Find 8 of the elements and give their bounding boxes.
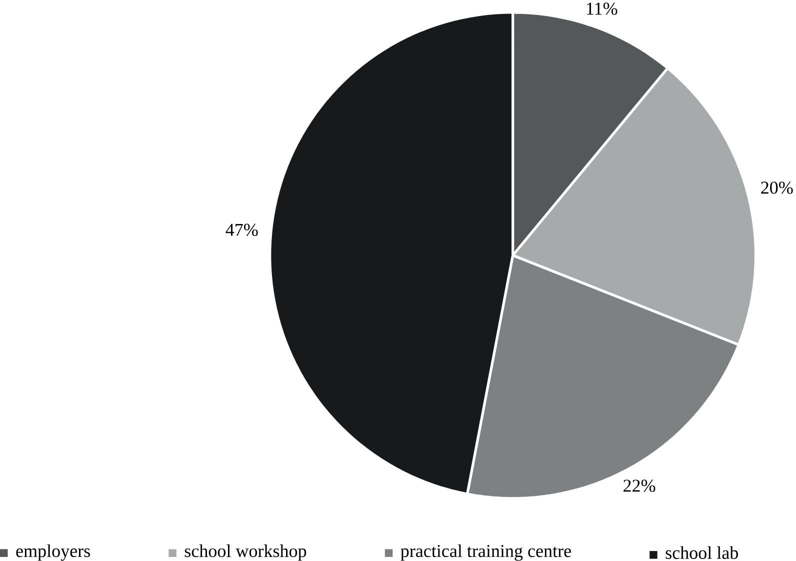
data-label: 22% [624, 480, 656, 492]
data-label: 47% [226, 224, 258, 236]
legend-label: school workshop [184, 544, 306, 561]
legend-label: practical training centre [400, 544, 571, 561]
data-label: 11% [587, 2, 618, 15]
legend-label: school lab [666, 546, 738, 560]
legend-label: employers [16, 544, 90, 561]
data-label: 20% [761, 182, 793, 194]
